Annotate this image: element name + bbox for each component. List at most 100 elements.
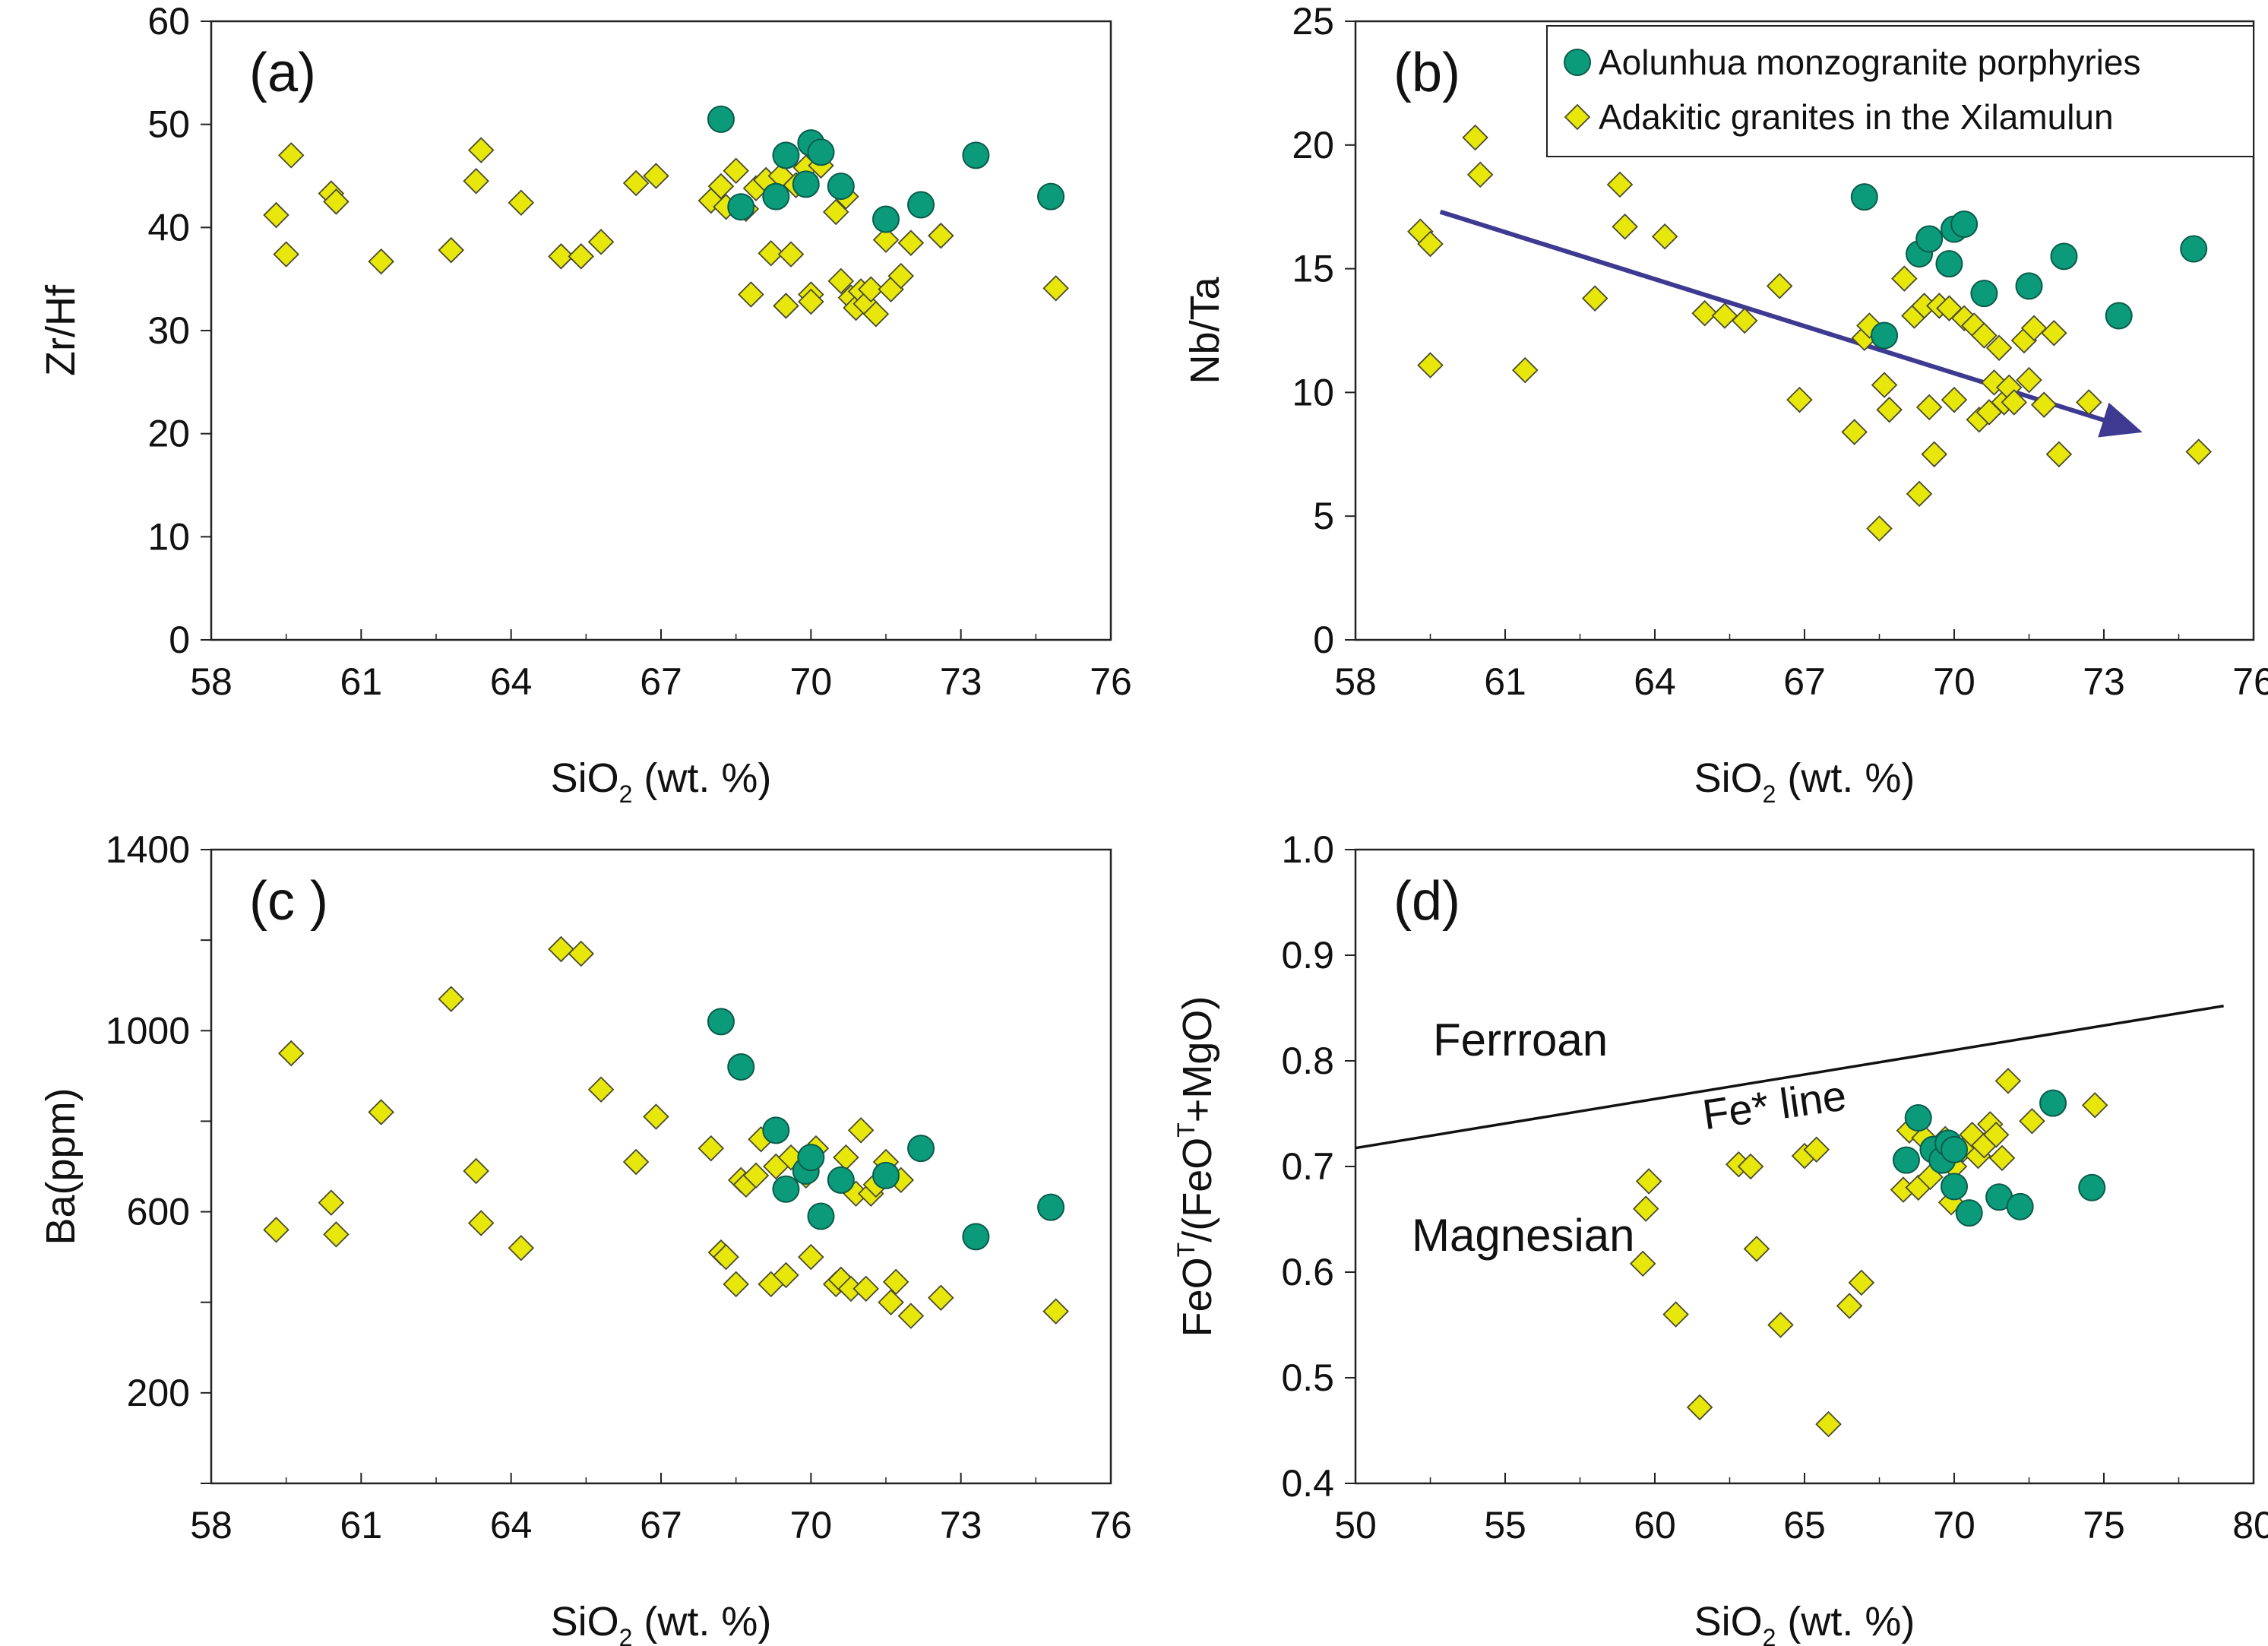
y-tick-label: 0.5 [1281, 1356, 1334, 1399]
data-point-diamond [827, 267, 855, 295]
data-point-diamond [1691, 299, 1718, 327]
x-axis-label: SiO2 (wt. %) [551, 755, 772, 808]
data-point-diamond [697, 1135, 725, 1162]
x-tick-label: 58 [190, 660, 232, 703]
data-point-circle [1941, 1135, 1968, 1163]
data-point-diamond [777, 241, 805, 267]
data-point-diamond [323, 188, 350, 215]
data-point-diamond [1635, 1168, 1662, 1195]
data-point-circle [792, 170, 820, 198]
data-point-diamond [1841, 419, 1868, 445]
y-tick-label: 1000 [106, 1009, 190, 1052]
data-point-diamond [1786, 386, 1813, 413]
data-point-diamond [798, 1243, 824, 1271]
data-point-diamond [872, 226, 900, 253]
y-axis-label-sup2: T [1172, 1122, 1200, 1138]
data-point-circle [1935, 250, 1963, 278]
data-point-circle [1871, 321, 1899, 350]
x-tick-label: 50 [1334, 1504, 1377, 1546]
data-point-diamond [1982, 1122, 2010, 1148]
data-point-diamond [587, 229, 615, 255]
data-point-diamond [878, 1289, 904, 1315]
panel-c-ba-chart: 58 61 64 67 70 73 76 200 600 1000 1400 SiO2 (wt. %)… [38, 828, 1132, 1646]
panel-b-nb-ta-chart: 58 61 64 67 70 73 76 0 5 10 15 20 25 SiO2 (wt. %) Nb/T… [1182, 0, 2268, 808]
data-point-diamond [1511, 356, 1539, 384]
data-point-circle [2105, 302, 2133, 330]
data-point-diamond [1417, 230, 1444, 258]
data-point-diamond [713, 1243, 739, 1271]
data-point-diamond [1767, 1312, 1794, 1338]
x-tick-label: 65 [1783, 1504, 1826, 1546]
x-tick-label: 70 [790, 660, 833, 703]
data-point-diamond [1662, 1301, 1689, 1328]
x-tick-label: 73 [2083, 660, 2125, 703]
panel-label: (a) [249, 43, 316, 103]
data-point-diamond [897, 229, 925, 256]
x-axis-label: SiO2 (wt. %) [1694, 1599, 1915, 1646]
data-point-diamond [852, 1275, 879, 1303]
legend-entry-label: Adakitic granites in the Xilamulun [1599, 97, 2114, 137]
y-tick-label: 50 [147, 103, 190, 146]
data-point-diamond [773, 293, 799, 319]
data-point-diamond [2185, 438, 2213, 465]
x-tick-label: 73 [940, 1504, 982, 1546]
data-point-circle [2006, 1192, 2034, 1220]
data-point-circle [762, 1116, 790, 1144]
x-tick-label: 73 [940, 660, 982, 703]
x-tick-label: 67 [640, 660, 682, 703]
data-point-diamond [1891, 265, 1918, 292]
legend-box [1546, 25, 2254, 157]
trend-arrow [1439, 209, 2143, 438]
y-axis-label-sup: T [1172, 1242, 1200, 1258]
data-point-circle [1970, 280, 1998, 308]
data-point-circle [1950, 210, 1979, 238]
x-tick-label: 70 [1933, 1504, 1975, 1546]
data-point-diamond [1941, 386, 1968, 413]
data-point-diamond [622, 169, 650, 197]
data-point-diamond [508, 1234, 535, 1261]
fe-star-line [1355, 1004, 2224, 1150]
data-point-diamond [1921, 441, 1948, 468]
y-tick-label: 200 [127, 1372, 190, 1414]
y-axis-label: Zr/Hf [38, 284, 84, 376]
data-point-diamond [263, 1217, 289, 1243]
data-point-circle [762, 182, 790, 210]
x-axis-label-rest: (wt. %) [1776, 755, 1915, 801]
data-point-diamond [438, 986, 465, 1012]
panel-label: (d) [1393, 871, 1460, 932]
data-point-diamond [1766, 273, 1793, 299]
data-point-diamond [587, 1076, 615, 1103]
data-point-diamond [738, 281, 764, 308]
x-axis-label-rest: (wt. %) [1776, 1599, 1915, 1644]
x-tick-label: 70 [1933, 660, 1975, 703]
data-point-circle [2078, 1173, 2106, 1201]
panel-a-zr-hf-chart: 58 61 64 67 70 73 76 0 10 20 30 40 50 60 SiO2 (wt. %) Z… [38, 0, 1132, 808]
y-tick-label: 20 [1292, 124, 1334, 166]
data-point-diamond [798, 288, 824, 315]
data-point-diamond [368, 1099, 394, 1125]
data-point-diamond [1988, 1144, 2016, 1172]
data-point-diamond [2081, 1092, 2108, 1119]
data-point-circle [827, 173, 855, 201]
x-axis-label-base: SiO [1694, 755, 1763, 801]
data-point-diamond [1803, 1136, 1830, 1163]
data-point-diamond [277, 142, 305, 169]
data-point-diamond [622, 1148, 650, 1176]
data-point-diamond [277, 1040, 305, 1067]
legend: Aolunhua monzogranite porphyries Adakitic… [1546, 25, 2254, 157]
y-tick-label: 40 [147, 206, 190, 248]
y-tick-label: 600 [127, 1191, 190, 1233]
y-tick-label: 0 [1313, 619, 1334, 661]
data-point-diamond [568, 243, 595, 270]
data-point-diamond [1581, 285, 1608, 312]
data-point-circle [962, 141, 990, 169]
data-point-diamond [887, 262, 915, 290]
x-axis-label-base: SiO [1694, 1599, 1763, 1644]
x-tick-label: 61 [1484, 660, 1526, 703]
data-point-diamond [643, 163, 669, 189]
data-point-diamond [882, 1268, 909, 1296]
y-tick-label: 15 [1292, 248, 1334, 290]
y-axis-label: FeOT/(FeOT+MgO) [1172, 996, 1220, 1337]
data-point-diamond [263, 201, 289, 229]
